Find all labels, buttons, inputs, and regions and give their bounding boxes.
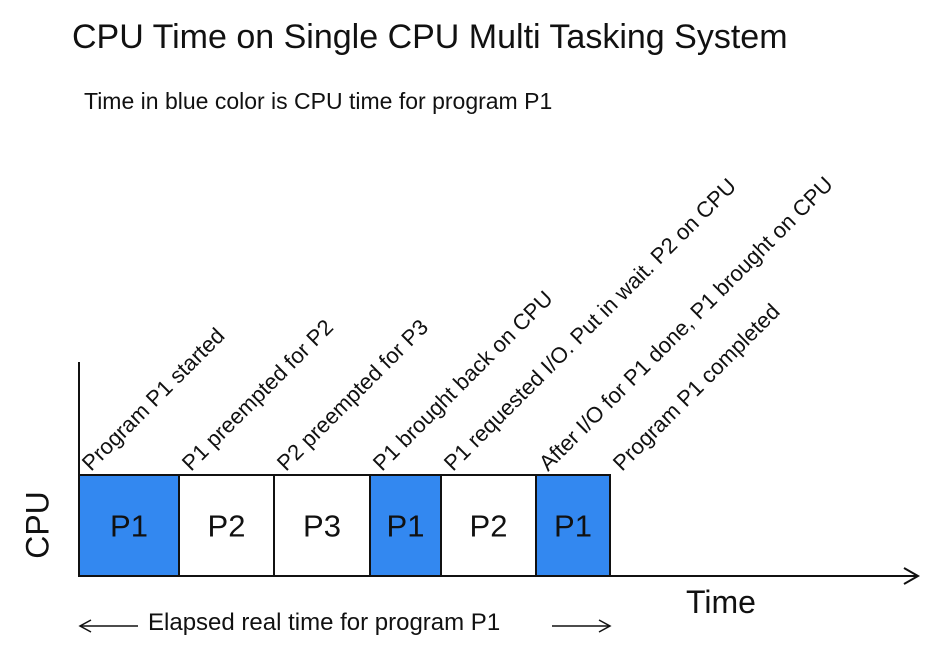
cpu-block-label-5: P2 [470,509,508,544]
elapsed-time-label: Elapsed real time for program P1 [148,609,501,636]
cpu-block-3 [273,474,371,577]
diagram-title: CPU Time on Single CPU Multi Tasking Sys… [72,18,788,56]
cpu-block-1 [78,474,180,577]
x-axis-label: Time [686,584,756,620]
diagram-subtitle: Time in blue color is CPU time for progr… [84,88,553,114]
elapsed-right-arrowhead [598,619,612,633]
cpu-block-label-3: P3 [303,509,341,544]
cpu-block-label-6: P1 [554,509,592,544]
cpu-block-4 [369,474,442,577]
cpu-block-label-4: P1 [387,509,425,544]
elapsed-left-arrowhead [78,619,92,633]
cpu-blocks: P1 P2 P3 P1 P2 P1 [78,474,611,577]
x-axis-arrowhead [903,567,921,585]
cpu-block-6 [535,474,611,577]
cpu-block-5 [440,474,537,577]
cpu-block-label-2: P2 [208,509,246,544]
cpu-block-label-1: P1 [110,509,148,544]
